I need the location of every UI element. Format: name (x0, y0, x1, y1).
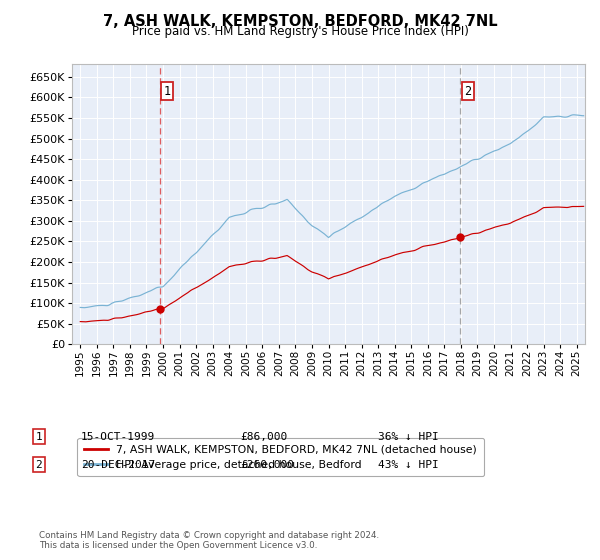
Text: 20-DEC-2017: 20-DEC-2017 (81, 460, 155, 470)
Text: 2: 2 (35, 460, 43, 470)
Text: 36% ↓ HPI: 36% ↓ HPI (378, 432, 439, 442)
Text: Contains HM Land Registry data © Crown copyright and database right 2024.
This d: Contains HM Land Registry data © Crown c… (39, 530, 379, 550)
Text: £86,000: £86,000 (240, 432, 287, 442)
Text: 43% ↓ HPI: 43% ↓ HPI (378, 460, 439, 470)
Text: Price paid vs. HM Land Registry's House Price Index (HPI): Price paid vs. HM Land Registry's House … (131, 25, 469, 38)
Text: 7, ASH WALK, KEMPSTON, BEDFORD, MK42 7NL: 7, ASH WALK, KEMPSTON, BEDFORD, MK42 7NL (103, 14, 497, 29)
Text: 1: 1 (35, 432, 43, 442)
Text: 15-OCT-1999: 15-OCT-1999 (81, 432, 155, 442)
Legend: 7, ASH WALK, KEMPSTON, BEDFORD, MK42 7NL (detached house), HPI: Average price, d: 7, ASH WALK, KEMPSTON, BEDFORD, MK42 7NL… (77, 438, 484, 477)
Text: 1: 1 (164, 85, 171, 97)
Text: 2: 2 (464, 85, 472, 97)
Text: £260,000: £260,000 (240, 460, 294, 470)
